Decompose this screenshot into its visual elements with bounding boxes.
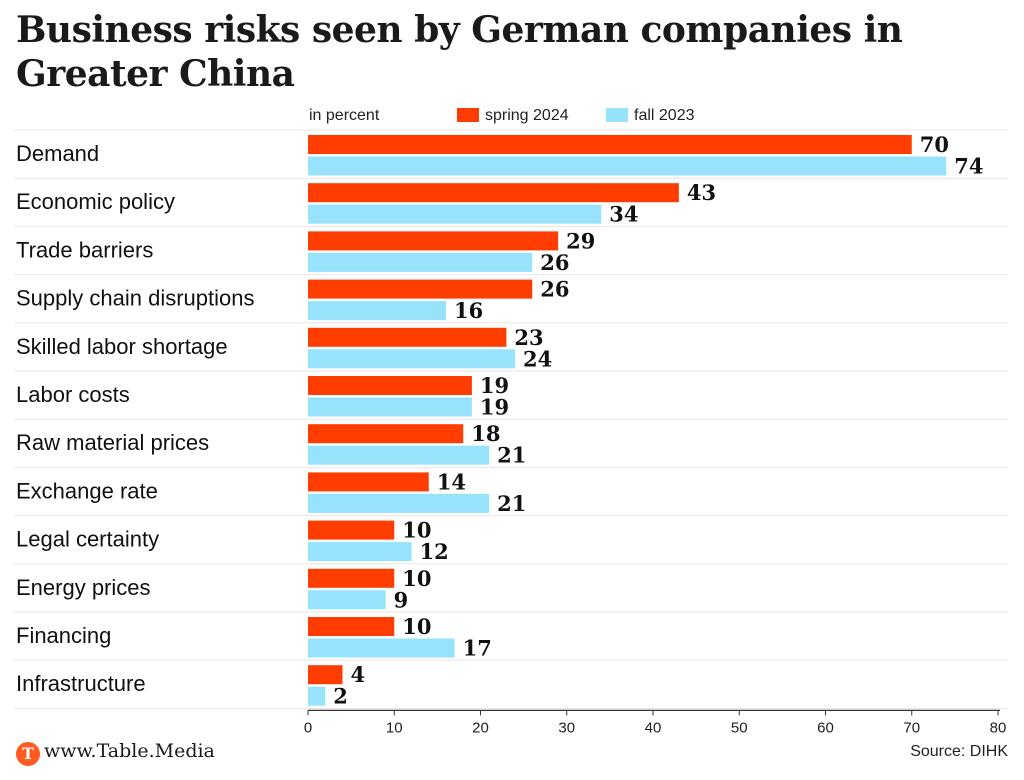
table-media-logo-icon: T (16, 742, 40, 766)
value-label-spring: 43 (687, 180, 716, 205)
x-tick-label: 10 (386, 719, 403, 736)
unit-label: in percent (309, 107, 380, 124)
x-tick-label: 70 (903, 719, 920, 736)
value-label-fall: 26 (540, 250, 569, 275)
bar-fall (308, 397, 472, 417)
value-label-fall: 34 (609, 202, 638, 227)
bar-fall (308, 204, 602, 224)
bar-spring (308, 520, 395, 540)
value-label-fall: 21 (497, 491, 526, 516)
bar-spring (308, 665, 343, 685)
value-label-fall: 9 (394, 587, 409, 612)
value-label-fall: 24 (523, 346, 552, 371)
value-label-spring: 4 (351, 662, 366, 687)
value-label-fall: 2 (333, 684, 348, 709)
category-label: Financing (16, 623, 111, 648)
category-label: Skilled labor shortage (16, 334, 228, 359)
value-label-spring: 10 (402, 518, 431, 543)
value-label-fall: 74 (954, 154, 983, 179)
category-label: Demand (16, 141, 99, 166)
x-tick-label: 80 (990, 719, 1007, 736)
category-label: Supply chain disruptions (16, 286, 254, 311)
bar-spring (308, 135, 912, 154)
category-label: Trade barriers (16, 237, 153, 262)
bar-fall (308, 638, 455, 658)
legend-label-spring: spring 2024 (485, 107, 569, 124)
bar-spring (308, 183, 679, 203)
value-label-spring: 10 (402, 566, 431, 591)
value-label-spring: 14 (437, 469, 466, 494)
value-label-spring: 10 (402, 614, 431, 639)
value-label-spring: 19 (480, 373, 509, 398)
value-label-spring: 23 (514, 325, 543, 350)
value-label-spring: 26 (540, 277, 569, 302)
source-note: Source: DIHK (910, 743, 1008, 760)
bar-spring (308, 568, 395, 588)
chart-title: Business risks seen by German companies … (16, 9, 903, 95)
category-label: Legal certainty (16, 527, 159, 552)
x-tick-label: 30 (558, 719, 575, 736)
value-label-fall: 19 (480, 395, 509, 420)
legend: in percent spring 2024 fall 2023 (0, 106, 1024, 128)
category-label: Labor costs (16, 382, 130, 407)
value-label-fall: 16 (454, 298, 483, 323)
category-label: Exchange rate (16, 478, 158, 503)
bar-fall (308, 445, 490, 465)
bar-spring (308, 376, 472, 395)
bar-spring (308, 327, 507, 347)
value-label-fall: 21 (497, 443, 526, 468)
bar-fall (308, 349, 515, 369)
bar-fall (308, 542, 412, 562)
category-label: Economic policy (16, 189, 175, 214)
value-label-spring: 18 (471, 421, 500, 446)
legend-item-spring: spring 2024 (457, 107, 569, 125)
category-label: Infrastructure (16, 671, 146, 696)
legend-swatch-spring (457, 108, 479, 122)
bar-fall (308, 493, 490, 513)
category-label: Raw material prices (16, 430, 209, 455)
bar-spring (308, 617, 395, 636)
value-label-fall: 17 (463, 636, 492, 661)
x-tick-label: 50 (731, 719, 748, 736)
bar-fall (308, 686, 326, 706)
x-tick-label: 0 (304, 719, 312, 736)
bar-fall (308, 590, 386, 610)
bar-spring (308, 231, 559, 251)
bar-spring (308, 472, 429, 492)
bar-spring (308, 424, 464, 444)
bar-fall (308, 301, 446, 321)
legend-item-fall: fall 2023 (606, 107, 695, 125)
x-tick-label: 20 (472, 719, 489, 736)
value-label-fall: 12 (420, 539, 449, 564)
legend-swatch-fall (606, 108, 628, 122)
category-label: Energy prices (16, 575, 151, 600)
bar-spring (308, 279, 533, 299)
x-tick-label: 60 (817, 719, 834, 736)
site-url: www.Table.Media (44, 740, 215, 762)
value-label-spring: 70 (920, 132, 949, 157)
bar-fall (308, 156, 947, 176)
x-tick-label: 40 (645, 719, 662, 736)
legend-label-fall: fall 2023 (634, 107, 695, 124)
bar-fall (308, 252, 533, 272)
value-label-spring: 29 (566, 228, 595, 253)
